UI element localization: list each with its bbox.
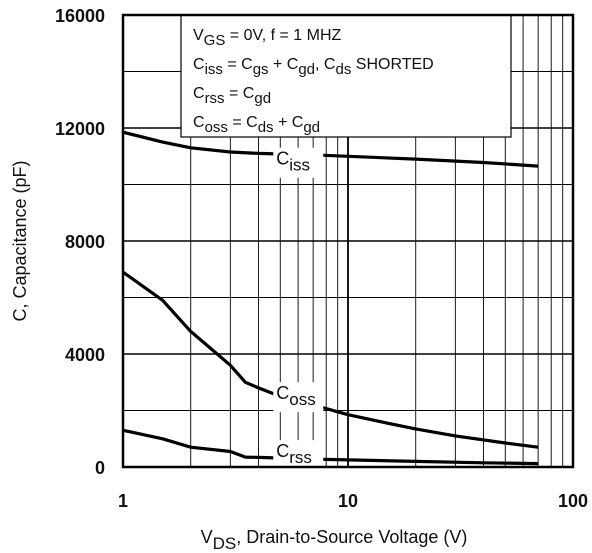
legend-line: Crss = Cgd	[193, 85, 271, 107]
legend-line: Coss = Cds + Cgd	[193, 114, 320, 136]
series-group: Ciss Coss Crss	[122, 130, 539, 471]
x-tick-label: 10	[338, 491, 358, 511]
series-line-coss	[122, 270, 539, 449]
series-label-ciss: Ciss	[276, 149, 310, 175]
legend: VGS = 0V, f = 1 MHZ Ciss = Cgs + Cgd, Cds…	[180, 14, 512, 138]
series-label-crss: Crss	[276, 441, 312, 467]
y-tick-label: 16000	[55, 6, 105, 26]
x-axis-label: VDS, Drain-to-Source Voltage (V)	[201, 527, 468, 553]
legend-line: Ciss = Cgs + Cgd, Cds SHORTED	[193, 56, 434, 78]
y-tick-label: 4000	[65, 345, 105, 365]
y-tick-label: 0	[95, 458, 105, 478]
tick-labels: 0 4000 8000 12000 16000 1 10 100	[55, 6, 588, 511]
x-tick-label: 1	[118, 491, 128, 511]
series-label-coss: Coss	[276, 383, 315, 409]
legend-line: VGS = 0V, f = 1 MHZ	[193, 27, 341, 49]
y-tick-label: 12000	[55, 119, 105, 139]
y-tick-label: 8000	[65, 232, 105, 252]
series-line-crss	[122, 428, 539, 466]
y-axis-label: C, Capacitance (pF)	[10, 160, 30, 321]
plot-frame	[121, 13, 575, 469]
series-label-bg	[273, 382, 324, 413]
x-tick-label: 100	[558, 491, 588, 511]
series-label-bg	[273, 440, 324, 471]
series-label-bg	[273, 147, 324, 178]
legend-box	[180, 14, 512, 138]
